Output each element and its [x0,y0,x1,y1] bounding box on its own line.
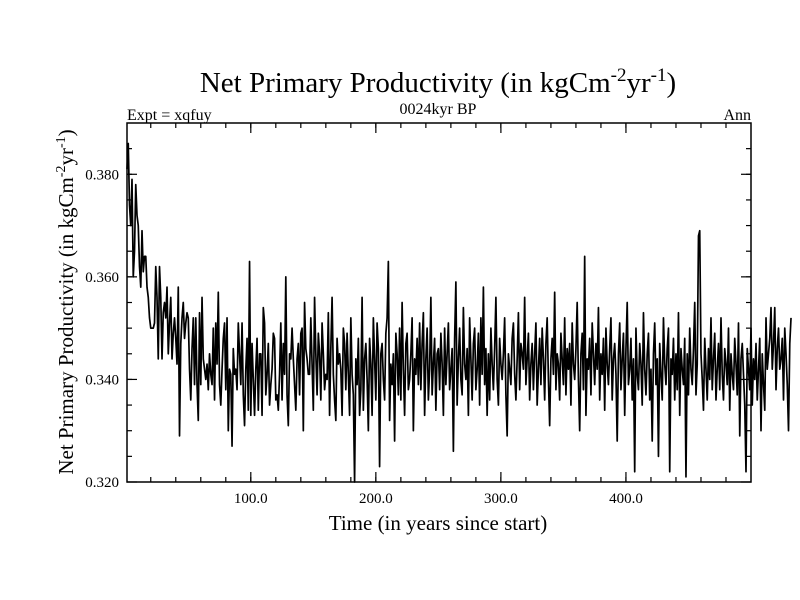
y-axis-label-main: Net Primary Productivity (in kgCm [54,177,78,474]
y-tick-label: 0.320 [85,475,119,491]
y-tick-label: 0.340 [85,372,119,388]
y-axis-label-sup1: -2 [54,166,69,178]
x-tick-label: 100.0 [234,491,268,507]
x-axis-label: Time (in years since start) [329,511,548,535]
chart-title-sup1: -2 [611,65,627,86]
y-tick-label: 0.380 [85,167,119,183]
x-tick-label: 300.0 [484,491,518,507]
chart-title: Net Primary Productivity (in kgCm-2yr-1) [200,65,676,99]
y-axis-tick-labels: 0.320 0.340 0.360 0.380 [85,167,119,491]
x-axis-ticks [150,123,727,482]
y-axis-label: Net Primary Productivity (in kgCm-2yr-1) [54,129,78,474]
chart-title-end: ) [666,67,676,99]
x-tick-label: 400.0 [609,491,643,507]
season-label: Ann [723,107,751,124]
y-axis-label-sup2: -1 [54,136,69,148]
chart-title-main: Net Primary Productivity (in kgCm [200,67,611,99]
chart-title-mid: yr [626,67,651,99]
x-axis-tick-labels: 100.0 200.0 300.0 400.0 [234,491,643,507]
x-tick-label: 200.0 [359,491,393,507]
y-axis-label-mid: yr [54,148,78,166]
y-axis-label-end: ) [54,129,78,136]
experiment-label: Expt = xqfuy [127,107,212,124]
npp-series-line [126,142,792,483]
plot-frame [126,122,752,483]
y-tick-label: 0.360 [85,270,119,286]
period-label: 0024kyr BP [400,101,477,118]
chart-title-sup2: -1 [651,65,667,86]
